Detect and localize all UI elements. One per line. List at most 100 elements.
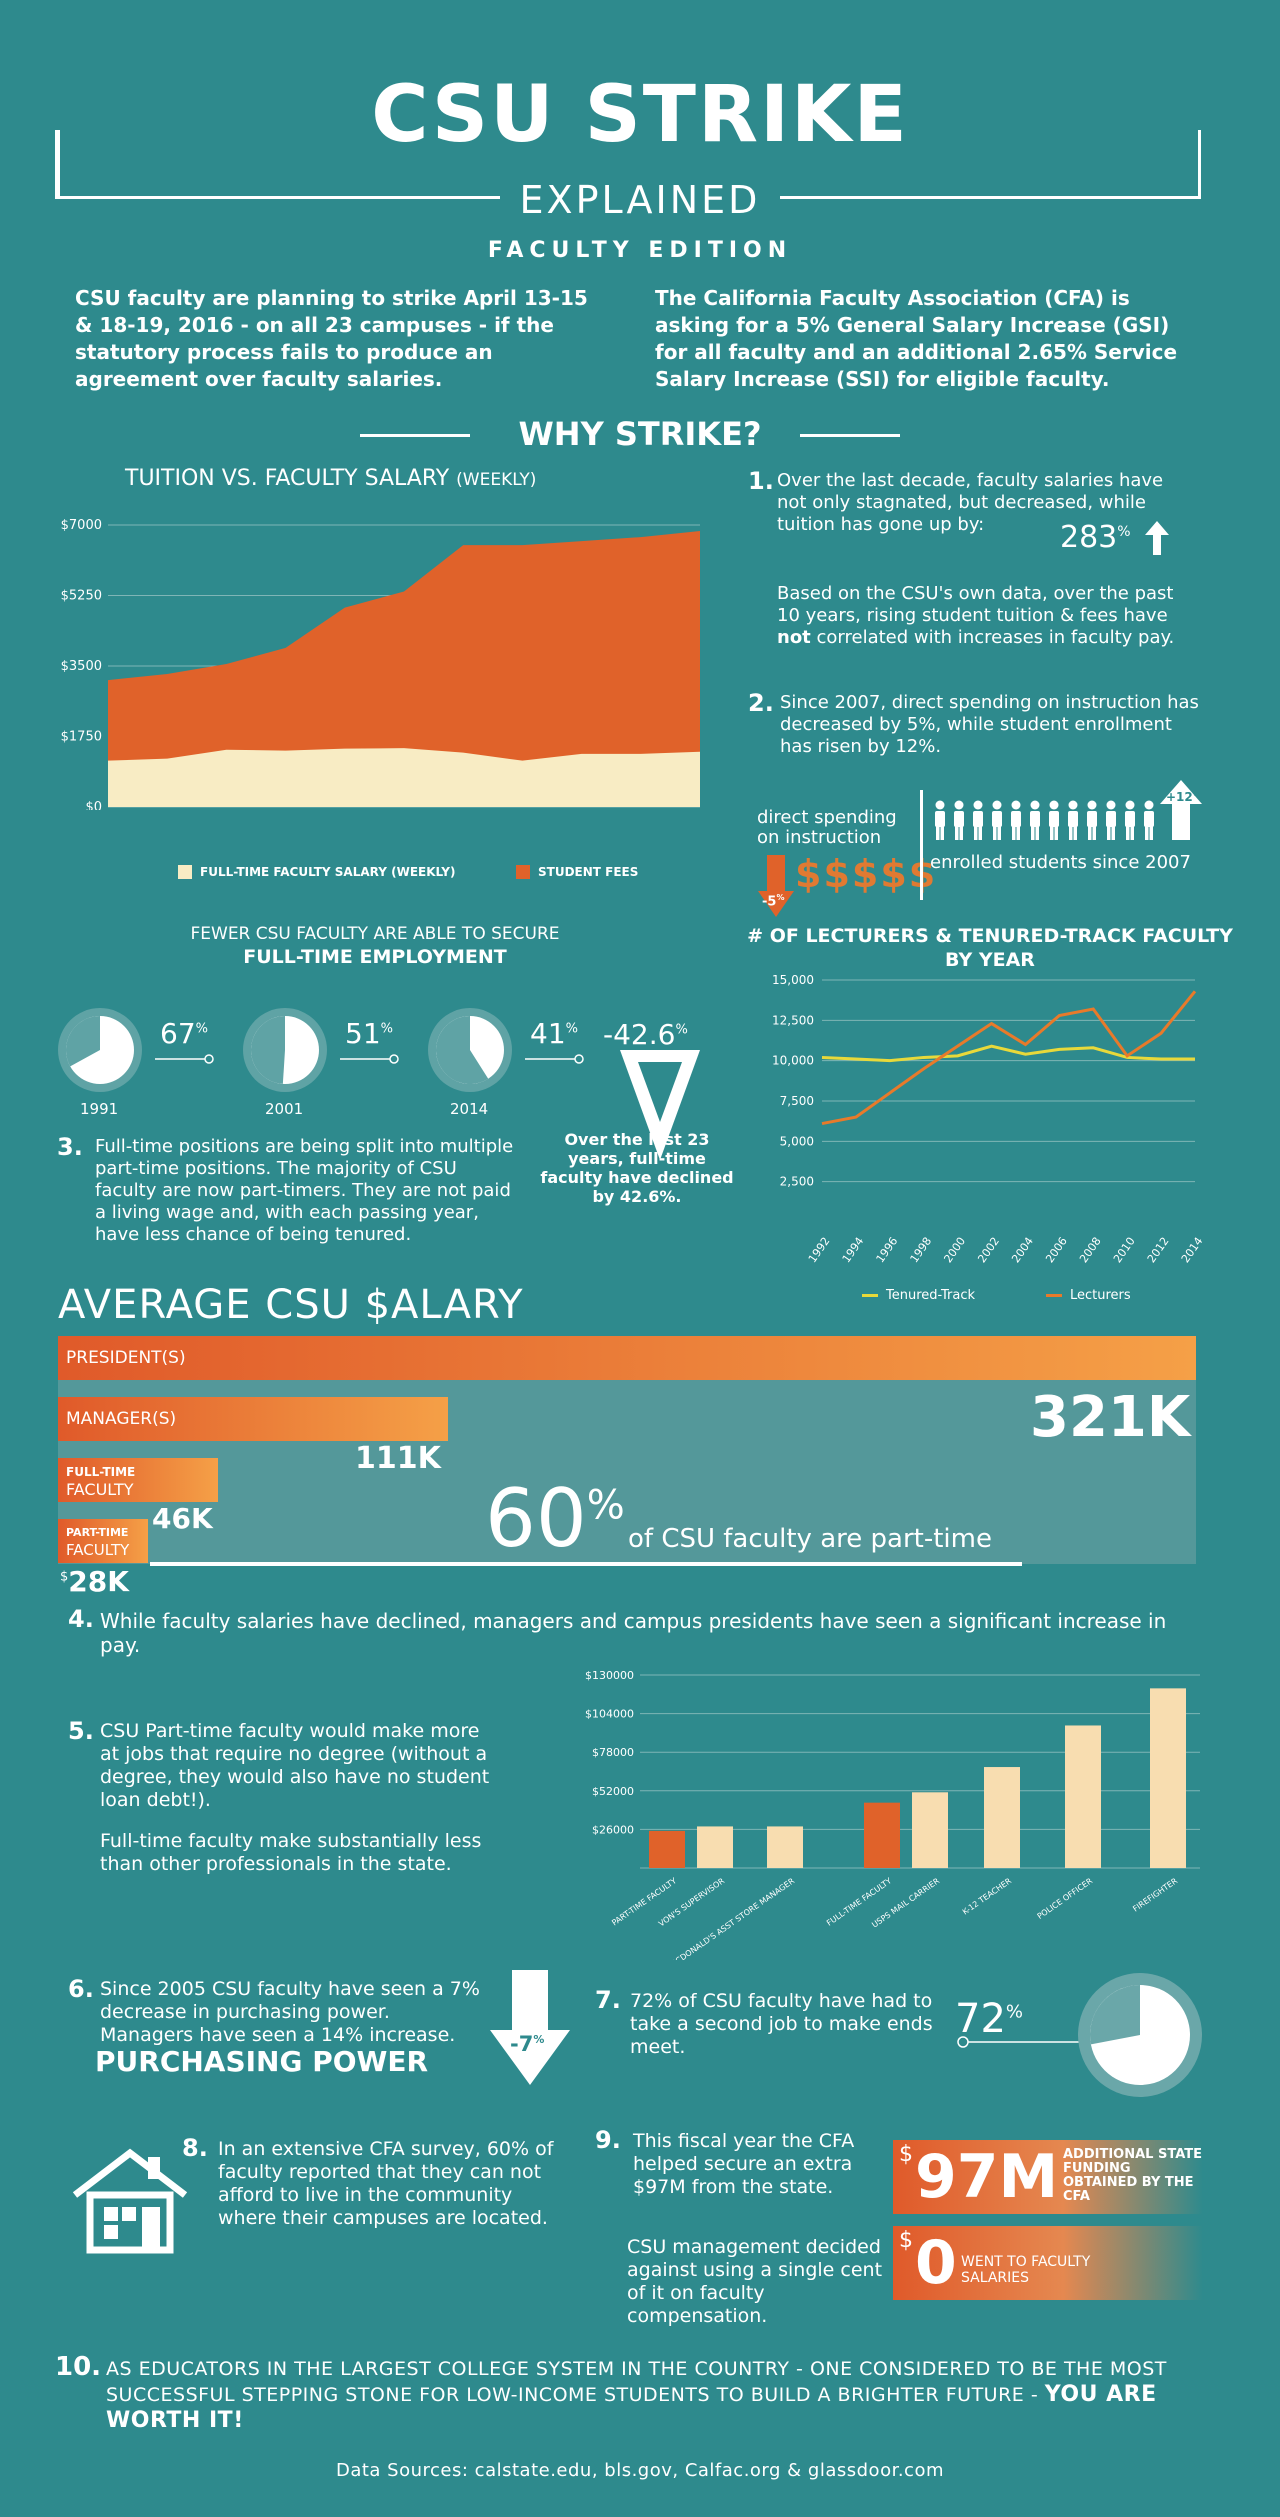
president-label: PRESIDENT(S) [66,1348,186,1368]
pie-year-label: 2001 [265,1100,304,1118]
legend-fees-swatch [516,865,530,879]
chart1-ytick-label: $7000 [61,518,102,533]
funding-97m-panel: $ 97M ADDITIONAL STATE FUNDING OBTAINED … [893,2140,1203,2214]
student-figure-leg [978,826,982,840]
spending-divider [920,790,923,900]
student-figure-body [973,811,983,827]
student-figure-body [1030,811,1040,827]
chart3-category-label: K-12 TEACHER [961,1876,1014,1917]
chart2-xtick-label: 2002 [975,1235,1002,1265]
student-figure-leg [1092,826,1096,840]
decline-caption: Over the last 23 years, full-time facult… [540,1130,734,1206]
fulltime-label2: FACULTY [66,1480,134,1499]
chart3-bar [1065,1725,1101,1868]
parttime-label2: FACULTY [66,1541,130,1559]
point1-text2-a: Based on the CSU's own data, over the pa… [777,583,1174,626]
chart1-labels: $0$1750$3500$5250$7000200520062007200820… [61,518,102,810]
pie-value-label: 67% [160,1017,208,1050]
chart2-xtick-label: 2000 [941,1235,968,1265]
point9-number: 9. [595,2126,621,2154]
chart2-title: # OF LECTURERS & TENURED-TRACK FACULTY B… [747,925,1233,971]
point9-text: This fiscal year the CFA helped secure a… [633,2130,855,2198]
student-figure-body [1106,811,1116,827]
chart3-category-label: POLICE OFFICER [1036,1876,1095,1921]
point1-text2-bold: not [777,627,811,648]
chart2-ytick-label: 12,500 [772,1013,814,1027]
student-figure-head [1144,800,1154,810]
point6-number: 6. [68,1975,94,2003]
point8-text: In an extensive CFA survey, 60% of facul… [218,2138,554,2229]
legend-salary-label: FULL-TIME FACULTY SALARY (WEEKLY) [200,865,456,879]
plus12-value: +12 [1166,790,1193,804]
manager-label: MANAGER(S) [66,1409,177,1429]
chart2-ytick-label: 7,500 [780,1094,814,1108]
student-figure-body [1125,811,1135,827]
pie-remainder-slice [436,1016,489,1084]
chart3-category-label: MCDONALD'S ASST STORE MANAGER [668,1876,796,1960]
divider-left [360,434,470,437]
point7-connector [957,2036,1100,2048]
manager-value: 111K [355,1441,441,1476]
employment-pie-chart [58,1008,142,1092]
chart3-bar [767,1826,803,1868]
parttime-bar: PART-TIME FACULTY [58,1519,148,1563]
point5-text: CSU Part-time faculty would make more at… [100,1720,490,1811]
pie-unit: % [565,1021,578,1037]
pie-value: 41 [530,1017,566,1050]
chart3-ytick-label: $104000 [585,1708,634,1721]
purchasing-arrow-icon [490,1970,570,2085]
employment-title1: FEWER CSU FACULTY ARE ABLE TO SECURE [190,924,560,944]
student-figure-leg [1088,826,1092,840]
funding-97m-caption: ADDITIONAL STATE FUNDING OBTAINED BY THE… [1063,2147,1203,2204]
student-figure-leg [1035,826,1039,840]
pie-value: 51 [345,1017,381,1050]
student-figure-leg [1130,826,1134,840]
pie-unit: % [380,1021,393,1037]
student-figure-head [992,800,1002,810]
point4-text: While faculty salaries have declined, ma… [100,1609,1167,1657]
why-strike-heading: WHY STRIKE? [518,415,762,453]
pie-unit: % [195,1021,208,1037]
student-figure-leg [993,826,997,840]
student-figure-leg [1111,826,1115,840]
funding-0-value: 0 [915,2228,957,2298]
funding-0-panel: $ 0 WENT TO FACULTY SALARIES [893,2226,1203,2300]
president-value: 321K [1030,1385,1191,1450]
student-figure-head [1125,800,1135,810]
student-figure-body [935,811,945,827]
chart2-xtick-label: 1992 [806,1235,833,1265]
chart1-ytick-label: $0 [85,800,102,810]
legend-tenured: Tenured-Track [862,1288,975,1303]
point10-number: 10. [55,2352,102,2382]
pie-connector-dot [204,1054,214,1064]
point8-number: 8. [182,2134,208,2162]
legend-salary: FULL-TIME FACULTY SALARY (WEEKLY) [178,865,455,879]
point1-stat: 283% [1060,520,1131,555]
point10-text-main: AS EDUCATORS IN THE LARGEST COLLEGE SYST… [106,2358,1167,2406]
point7-value: 72 [955,1996,1006,2042]
house-icon [72,2148,188,2254]
intro-right: The California Faculty Association (CFA)… [655,286,1178,391]
pie-year-label: 2014 [450,1100,489,1118]
pct-unit: % [586,1482,625,1529]
enrolled-label: enrolled students since 2007 [930,852,1191,873]
student-figure-leg [936,826,940,840]
point5-number: 5. [68,1717,94,1745]
chart1-title-small: (WEEKLY) [456,470,537,490]
purchasing-value: -7 [510,2032,534,2056]
pct-stat: 60% [485,1472,625,1565]
student-figure-leg [1073,826,1077,840]
chart1-title: TUITION VS. FACULTY SALARY (WEEKLY) [125,466,725,491]
point1-stat-unit: % [1117,524,1131,540]
chart3-ytick-label: $52000 [592,1785,634,1798]
parttime-label1: PART-TIME [66,1526,129,1539]
purchasing-power-heading: PURCHASING POWER [95,2045,429,2078]
funding-97m-value: 97M [915,2142,1059,2212]
student-figure-leg [940,826,944,840]
student-figure-head [1106,800,1116,810]
parttime-prefix: $ [60,1569,69,1585]
point5-text2: Full-time faculty make substantially les… [100,1830,482,1875]
employment-pie-chart [243,1008,327,1092]
legend-lecturers-label: Lecturers [1070,1288,1131,1303]
employment-title2: FULL-TIME EMPLOYMENT [243,946,507,968]
